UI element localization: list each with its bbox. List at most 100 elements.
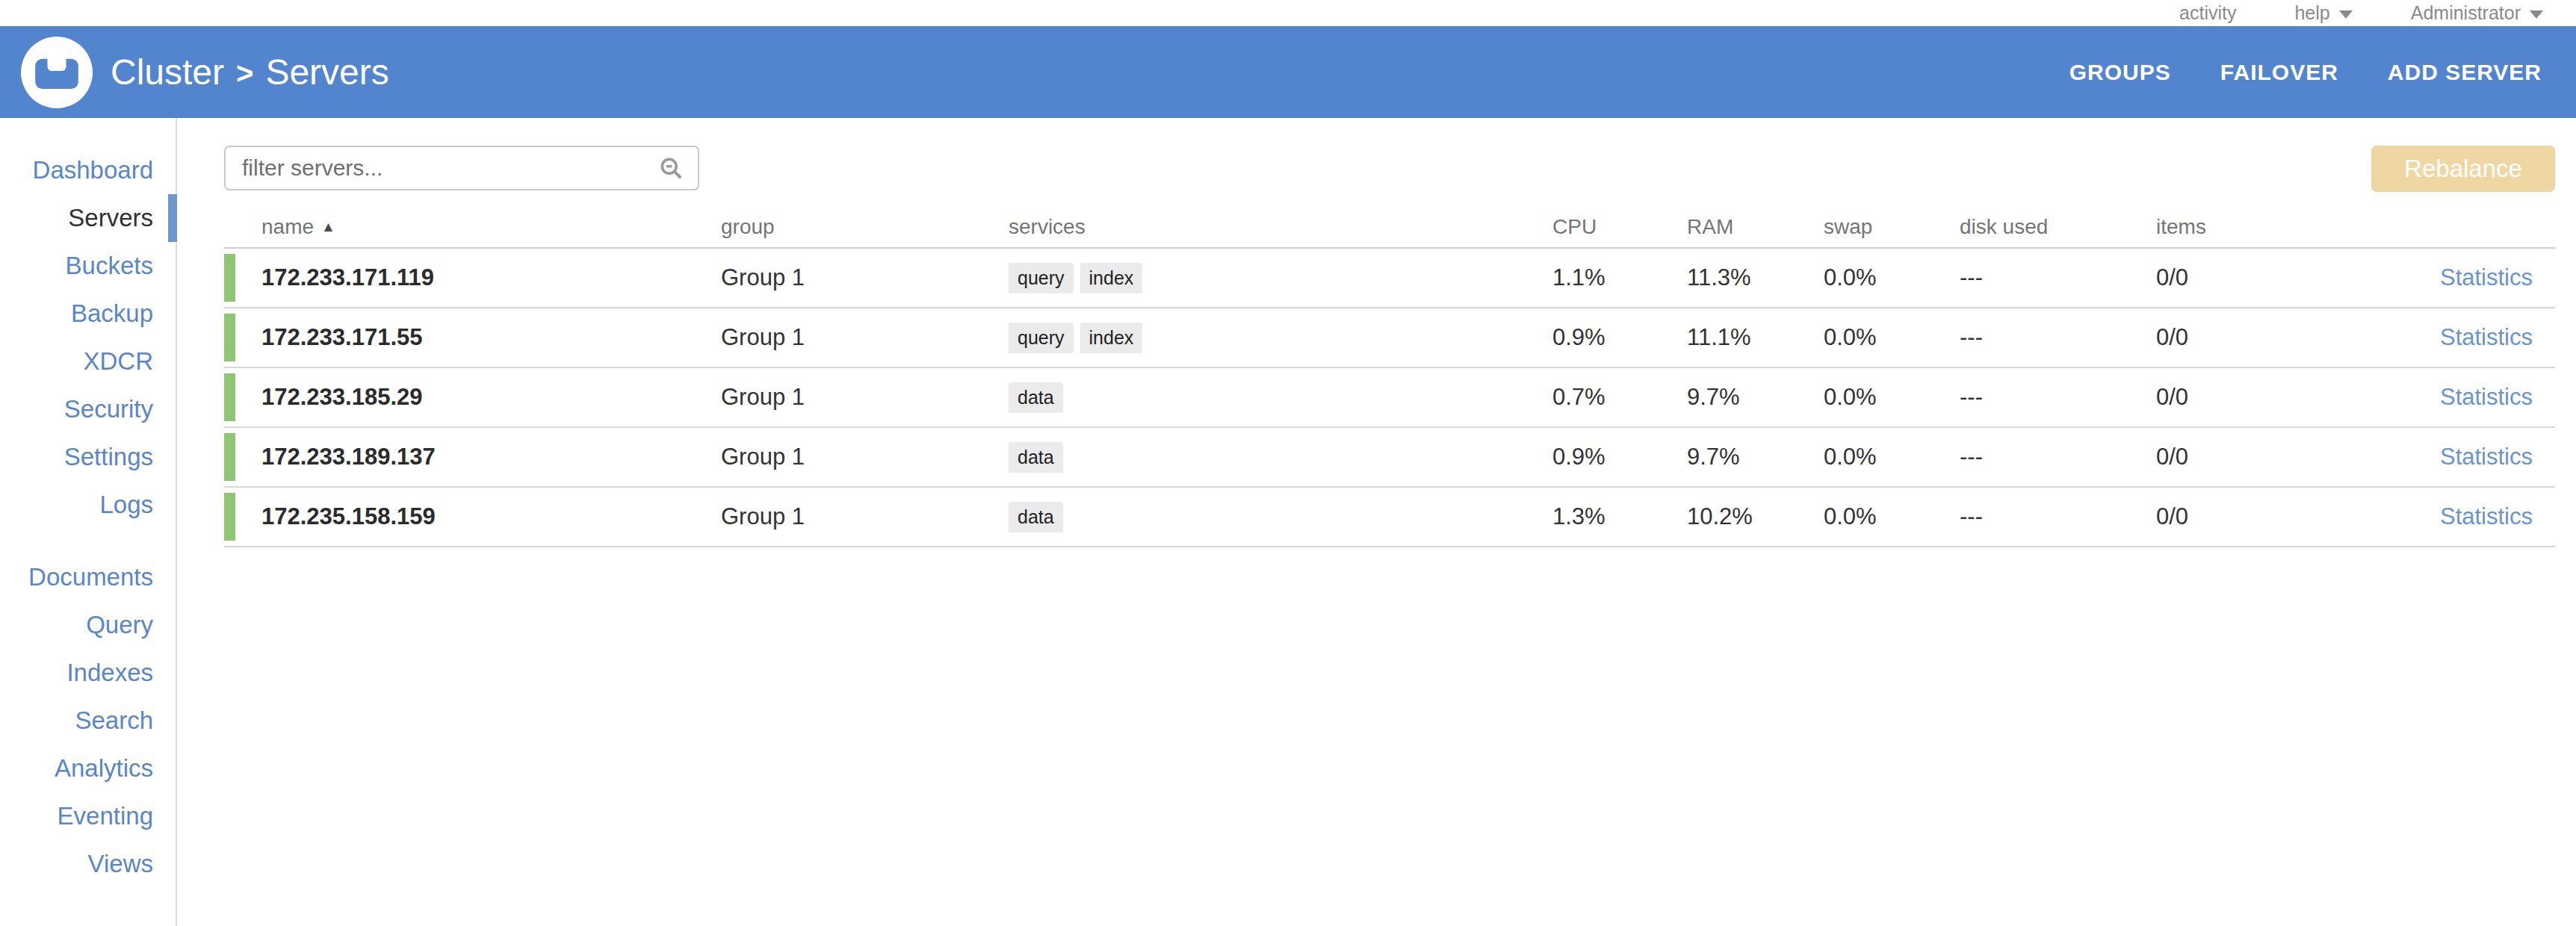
server-services: queryindex — [1009, 323, 1552, 353]
column-header-ram: RAM — [1687, 215, 1824, 239]
caret-down-icon — [2530, 10, 2543, 19]
sidebar-item-eventing[interactable]: Eventing — [0, 792, 176, 840]
caret-down-icon — [2339, 10, 2353, 19]
sidebar-item-query[interactable]: Query — [0, 601, 176, 649]
server-swap: 0.0% — [1824, 324, 1960, 351]
activity-label: activity — [2179, 2, 2236, 24]
server-disk-used: --- — [1960, 444, 2156, 470]
table-header-row: name ▲ group services CPU RAM swap disk … — [224, 207, 2555, 249]
server-items: 0/0 — [2156, 384, 2380, 411]
table-row: 172.233.185.29 Group 1 data 0.7% 9.7% 0.… — [224, 368, 2555, 428]
sidebar-item-documents[interactable]: Documents — [0, 553, 176, 601]
couchbase-logo — [21, 37, 93, 108]
activity-link[interactable]: activity — [2179, 2, 2236, 24]
sidebar-item-security[interactable]: Security — [0, 385, 176, 433]
server-items: 0/0 — [2156, 324, 2380, 351]
sidebar-item-servers[interactable]: Servers — [0, 194, 176, 242]
server-ram: 11.3% — [1687, 264, 1824, 291]
main-content: Rebalance name ▲ group services CPU RAM … — [177, 118, 2576, 926]
sidebar-item-indexes[interactable]: Indexes — [0, 649, 176, 697]
server-cpu: 0.7% — [1552, 384, 1687, 411]
filter-servers-input[interactable] — [242, 155, 657, 181]
server-items: 0/0 — [2156, 444, 2380, 470]
server-disk-used: --- — [1960, 324, 2156, 351]
servers-toolbar: Rebalance — [224, 146, 2555, 192]
server-name[interactable]: 172.233.171.119 — [261, 264, 721, 291]
server-ram: 9.7% — [1687, 444, 1824, 470]
sidebar-item-analytics[interactable]: Analytics — [0, 745, 176, 792]
server-group: Group 1 — [721, 324, 1009, 351]
server-swap: 0.0% — [1824, 503, 1960, 530]
sidebar-item-backup[interactable]: Backup — [0, 290, 176, 338]
statistics-link[interactable]: Statistics — [2440, 324, 2533, 350]
sidebar-item-xdcr[interactable]: XDCR — [0, 338, 176, 385]
failover-button[interactable]: FAILOVER — [2220, 60, 2338, 85]
header-actions: GROUPS FAILOVER ADD SERVER — [2069, 60, 2542, 85]
column-header-disk-used: disk used — [1960, 215, 2156, 239]
server-cpu: 1.1% — [1552, 264, 1687, 291]
service-badge: data — [1009, 442, 1063, 473]
column-header-cpu: CPU — [1552, 215, 1687, 239]
server-name[interactable]: 172.233.189.137 — [261, 444, 721, 470]
server-group: Group 1 — [721, 503, 1009, 530]
server-group: Group 1 — [721, 384, 1009, 411]
help-menu[interactable]: help — [2294, 2, 2352, 24]
server-items: 0/0 — [2156, 264, 2380, 291]
filter-servers-box — [224, 146, 699, 190]
column-header-swap: swap — [1824, 215, 1960, 239]
server-healthy-indicator — [224, 433, 235, 481]
server-swap: 0.0% — [1824, 444, 1960, 470]
server-ram: 9.7% — [1687, 384, 1824, 411]
service-badge: data — [1009, 382, 1063, 413]
statistics-link[interactable]: Statistics — [2440, 384, 2533, 410]
sidebar: Dashboard Servers Buckets Backup XDCR Se… — [0, 118, 177, 926]
server-cpu: 1.3% — [1552, 503, 1687, 530]
sidebar-item-buckets[interactable]: Buckets — [0, 242, 176, 290]
server-group: Group 1 — [721, 264, 1009, 291]
active-item-indicator — [168, 194, 177, 242]
sidebar-item-dashboard[interactable]: Dashboard — [0, 146, 176, 194]
add-server-button[interactable]: ADD SERVER — [2388, 60, 2542, 85]
column-header-name[interactable]: name ▲ — [261, 215, 721, 239]
server-group: Group 1 — [721, 444, 1009, 470]
table-row: 172.233.171.55 Group 1 queryindex 0.9% 1… — [224, 308, 2555, 368]
server-name[interactable]: 172.233.185.29 — [261, 384, 721, 411]
column-header-items: items — [2156, 215, 2380, 239]
breadcrumb-cluster: Cluster — [111, 52, 224, 93]
server-swap: 0.0% — [1824, 384, 1960, 411]
rebalance-button[interactable]: Rebalance — [2371, 146, 2555, 192]
breadcrumb-separator: > — [236, 54, 253, 90]
server-items: 0/0 — [2156, 503, 2380, 530]
sidebar-item-views[interactable]: Views — [0, 840, 176, 888]
sidebar-group-cluster: Dashboard Servers Buckets Backup XDCR Se… — [0, 146, 176, 529]
server-services: data — [1009, 382, 1552, 413]
sidebar-item-search[interactable]: Search — [0, 697, 176, 745]
service-badge: index — [1080, 323, 1143, 353]
user-label: Administrator — [2411, 2, 2521, 24]
help-label: help — [2294, 2, 2329, 24]
server-name[interactable]: 172.235.158.159 — [261, 503, 721, 530]
statistics-link[interactable]: Statistics — [2440, 444, 2533, 470]
server-cpu: 0.9% — [1552, 444, 1687, 470]
sidebar-group-workbench: Documents Query Indexes Search Analytics… — [0, 553, 176, 888]
server-services: queryindex — [1009, 263, 1552, 293]
breadcrumb: Cluster > Servers — [111, 52, 389, 93]
server-disk-used: --- — [1960, 503, 2156, 530]
groups-button[interactable]: GROUPS — [2069, 60, 2171, 85]
table-row: 172.233.189.137 Group 1 data 0.9% 9.7% 0… — [224, 428, 2555, 488]
servers-table: name ▲ group services CPU RAM swap disk … — [224, 207, 2555, 547]
server-ram: 11.1% — [1687, 324, 1824, 351]
server-name[interactable]: 172.233.171.55 — [261, 324, 721, 351]
statistics-link[interactable]: Statistics — [2440, 264, 2533, 290]
sidebar-item-settings[interactable]: Settings — [0, 433, 176, 481]
server-disk-used: --- — [1960, 384, 2156, 411]
statistics-link[interactable]: Statistics — [2440, 503, 2533, 529]
table-row: 172.235.158.159 Group 1 data 1.3% 10.2% … — [224, 488, 2555, 547]
server-healthy-indicator — [224, 493, 235, 541]
user-menu[interactable]: Administrator — [2411, 2, 2543, 24]
column-header-services: services — [1009, 215, 1552, 239]
server-healthy-indicator — [224, 254, 235, 302]
sidebar-item-logs[interactable]: Logs — [0, 481, 176, 529]
sort-ascending-icon: ▲ — [321, 219, 335, 235]
app-header: Cluster > Servers GROUPS FAILOVER ADD SE… — [0, 26, 2576, 118]
